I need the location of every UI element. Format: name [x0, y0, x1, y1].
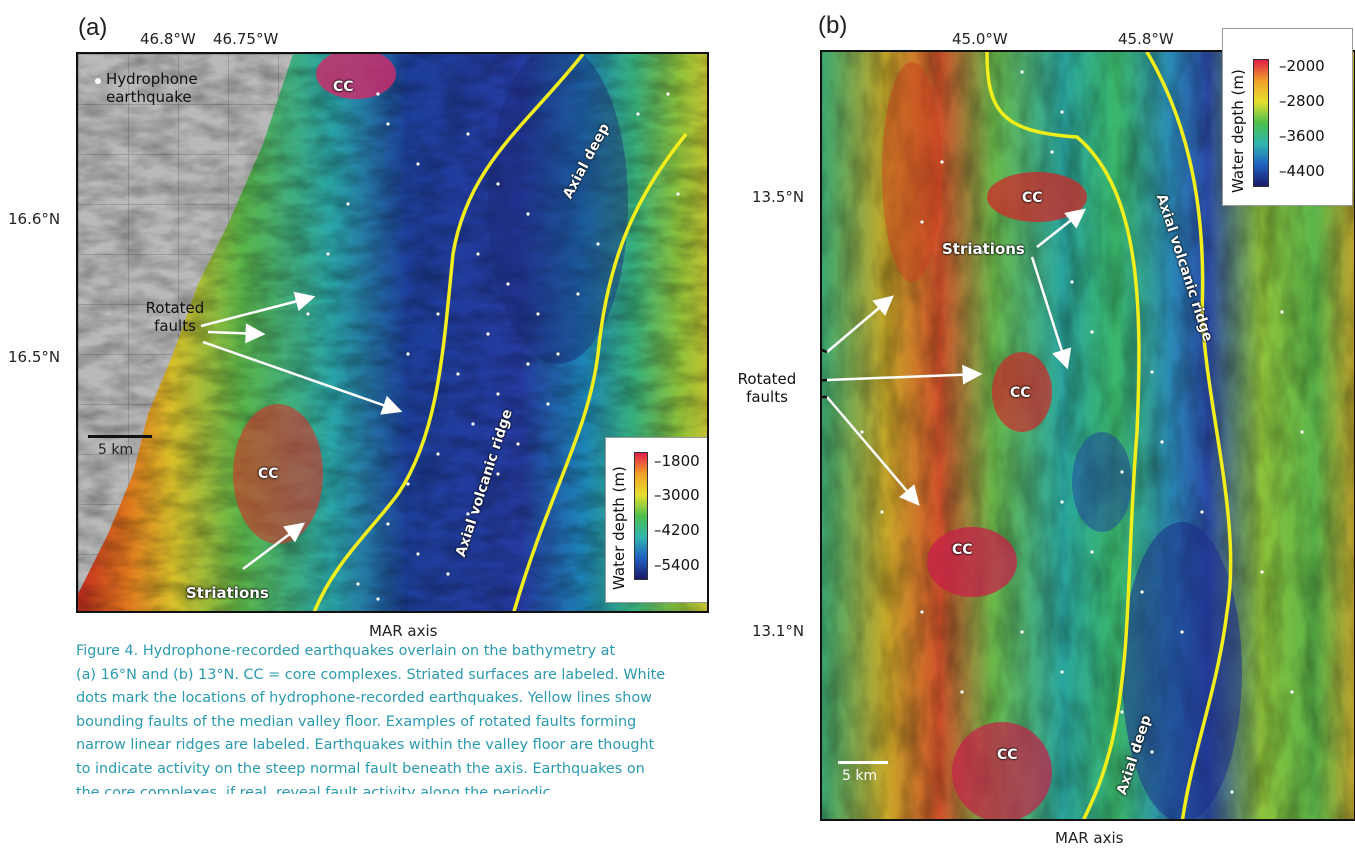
panel-b-lat-tick-1: 13.5°N — [752, 188, 805, 206]
panel-b-cc-2: CC — [1010, 385, 1031, 401]
caption-line-4: bounding faults of the median valley flo… — [76, 713, 637, 730]
panel-b-colorbar-title: Water depth (m) — [1229, 69, 1247, 193]
panel-a-lon-tick-2: 46.75°W — [213, 30, 279, 48]
caption-line-3: dots mark the locations of hydrophone-re… — [76, 690, 652, 707]
panel-b-cc-3: CC — [952, 542, 973, 558]
panel-a-striations: Striations — [186, 584, 269, 602]
caption-line-5: narrow linear ridges are labeled. Earthq… — [76, 737, 655, 754]
caption-line-2: (a) 16°N and (b) 13°N. CC = core complex… — [76, 666, 666, 683]
panel-a-cc-mid: CC — [258, 466, 279, 482]
panel-a-colorbar-ramp — [634, 452, 648, 580]
panel-b-colorbar: Water depth (m) –2000 –2800 –3600 –4400 — [1222, 28, 1353, 206]
panel-b-colorbar-tick-2: –2800 — [1279, 92, 1325, 110]
panel-b-colorbar-ramp — [1253, 59, 1269, 187]
caption-line-1: Figure 4. Hydrophone-recorded earthquake… — [76, 643, 616, 659]
panel-b-colorbar-tick-4: –4400 — [1279, 162, 1325, 180]
panel-a-scale-bar — [88, 435, 152, 438]
panel-b-cc-1: CC — [1022, 190, 1043, 206]
panel-b-bathymetry-map: CC CC CC CC Striations Axial volcanic ri… — [820, 50, 1355, 821]
panel-a-cc-top: CC — [333, 79, 354, 95]
panel-a-colorbar: Water depth (m) –1800 –3000 –4200 –5400 — [605, 437, 707, 603]
panel-a-colorbar-tick-2: –3000 — [654, 486, 700, 504]
panel-a-bathymetry-map: Hydrophone earthquake CC CC Rotated faults… — [76, 52, 709, 613]
panel-a-scale-label: 5 km — [98, 442, 134, 458]
figure-caption: Figure 4. Hydrophone-recorded earthquake… — [76, 640, 756, 794]
panel-a-lon-tick-1: 46.8°W — [140, 30, 196, 48]
panel-b-lon-tick-2: 45.8°W — [1118, 30, 1174, 48]
panel-a-colorbar-tick-1: –1800 — [654, 452, 700, 470]
panel-b-rotated-faults: Rotated faults — [737, 370, 797, 406]
panel-b-colorbar-tick-3: –3600 — [1279, 127, 1325, 145]
panel-a-colorbar-tick-4: –5400 — [654, 556, 700, 574]
panel-a-xlabel: MAR axis — [369, 622, 438, 640]
panel-a-label: (a) — [78, 14, 108, 41]
panel-a-colorbar-title: Water depth (m) — [610, 466, 628, 590]
panel-b-xlabel: MAR axis — [1055, 829, 1124, 847]
panel-b-scale-label: 5 km — [842, 768, 878, 784]
panel-b-label: (b) — [818, 12, 848, 39]
panel-a-lat-tick-2: 16.5°N — [8, 348, 61, 366]
panel-b-colorbar-tick-1: –2000 — [1279, 57, 1325, 75]
panel-b-lon-tick-1: 45.0°W — [952, 30, 1008, 48]
panel-a-rotated-faults: Rotated faults — [145, 299, 205, 335]
panel-a-legend-hydrophone: Hydrophone earthquake — [106, 70, 198, 106]
caption-line-6: to indicate activity on the steep normal… — [76, 760, 645, 777]
panel-b-striations: Striations — [942, 240, 1025, 258]
panel-a-colorbar-tick-3: –4200 — [654, 521, 700, 539]
panel-b-lat-tick-2: 13.1°N — [752, 622, 805, 640]
panel-b-scale-bar — [838, 761, 888, 764]
panel-b-cc-4: CC — [997, 747, 1018, 763]
caption-line-7: the core complexes, if real, reveal faul… — [76, 784, 551, 794]
panel-a-lat-tick-1: 16.6°N — [8, 210, 61, 228]
